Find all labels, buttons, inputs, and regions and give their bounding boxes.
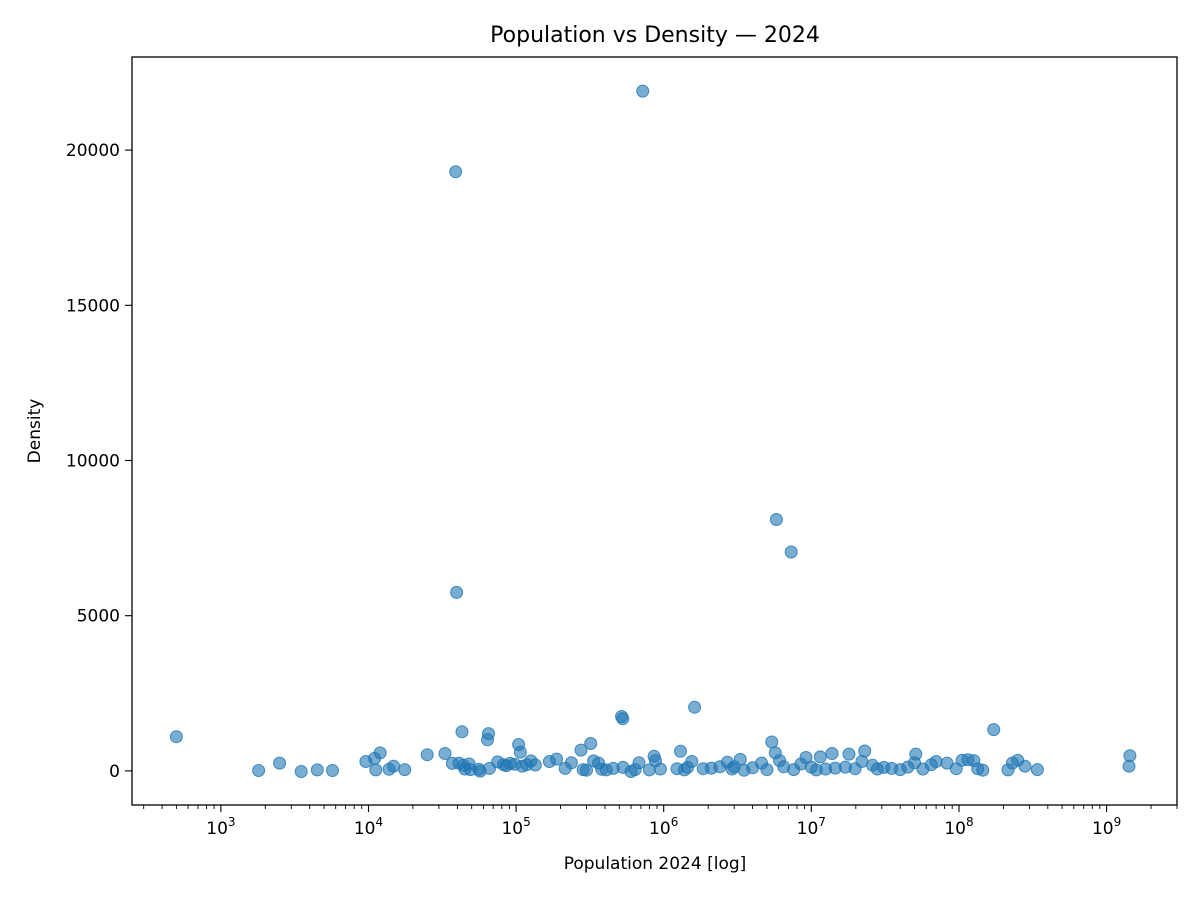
data-point bbox=[858, 744, 872, 758]
y-axis-ticks: 0 5000 10000 15000 20000 bbox=[66, 141, 132, 782]
data-point bbox=[685, 755, 699, 768]
data-point bbox=[252, 764, 266, 777]
data-point bbox=[674, 744, 687, 758]
data-point bbox=[513, 745, 527, 759]
data-point bbox=[976, 763, 990, 777]
x-tick-label: 109 bbox=[1092, 815, 1121, 839]
y-tick-label: 0 bbox=[109, 762, 120, 782]
chart-title: Population vs Density — 2024 bbox=[490, 23, 820, 48]
data-point bbox=[273, 756, 287, 770]
data-point bbox=[1018, 759, 1032, 773]
data-point bbox=[398, 763, 412, 777]
data-point bbox=[449, 165, 463, 179]
y-tick-label: 15000 bbox=[66, 296, 120, 316]
data-point bbox=[653, 762, 667, 776]
x-tick-label: 108 bbox=[944, 815, 973, 839]
scatter-points bbox=[169, 84, 1137, 778]
x-tick-label: 104 bbox=[354, 815, 383, 839]
data-point bbox=[929, 755, 943, 768]
y-tick-label: 5000 bbox=[77, 607, 120, 627]
data-point bbox=[455, 725, 469, 739]
data-point bbox=[294, 765, 308, 778]
y-axis-label: Density bbox=[25, 399, 45, 464]
data-point bbox=[387, 759, 401, 773]
x-tick-label: 107 bbox=[797, 815, 826, 839]
data-point bbox=[1030, 763, 1044, 777]
data-point bbox=[909, 747, 923, 761]
data-point bbox=[987, 723, 1001, 737]
data-point bbox=[813, 750, 827, 764]
data-point bbox=[326, 764, 339, 777]
data-point bbox=[438, 747, 452, 760]
data-point bbox=[765, 735, 779, 749]
data-point bbox=[784, 545, 798, 559]
data-point bbox=[1123, 749, 1137, 763]
data-point bbox=[769, 513, 783, 526]
data-point bbox=[450, 585, 464, 599]
data-point bbox=[420, 748, 434, 762]
data-point bbox=[574, 743, 588, 757]
data-point bbox=[310, 763, 324, 777]
x-tick-label: 105 bbox=[501, 815, 530, 839]
data-point bbox=[564, 756, 578, 770]
data-point bbox=[688, 700, 702, 714]
x-tick-label: 106 bbox=[649, 815, 678, 839]
data-point bbox=[482, 727, 495, 741]
data-point bbox=[373, 746, 387, 760]
data-point bbox=[632, 756, 646, 770]
y-tick-label: 20000 bbox=[66, 141, 120, 161]
data-point bbox=[616, 712, 630, 726]
data-point bbox=[733, 752, 747, 766]
data-point bbox=[825, 747, 839, 760]
data-point bbox=[760, 763, 774, 777]
data-point bbox=[528, 758, 542, 772]
data-point bbox=[584, 737, 598, 750]
data-point bbox=[580, 763, 593, 777]
x-axis-ticks: 103 104 105 106 107 108 109 bbox=[143, 805, 1178, 839]
data-point bbox=[550, 752, 564, 766]
data-point bbox=[369, 763, 383, 777]
x-tick-label: 103 bbox=[206, 815, 235, 839]
data-point bbox=[169, 730, 183, 744]
data-point bbox=[842, 747, 856, 761]
y-tick-label: 10000 bbox=[66, 452, 120, 472]
data-point bbox=[636, 84, 650, 98]
x-axis-label: Population 2024 [log] bbox=[564, 854, 747, 874]
data-point bbox=[940, 756, 954, 770]
plot-frame bbox=[131, 56, 1178, 806]
